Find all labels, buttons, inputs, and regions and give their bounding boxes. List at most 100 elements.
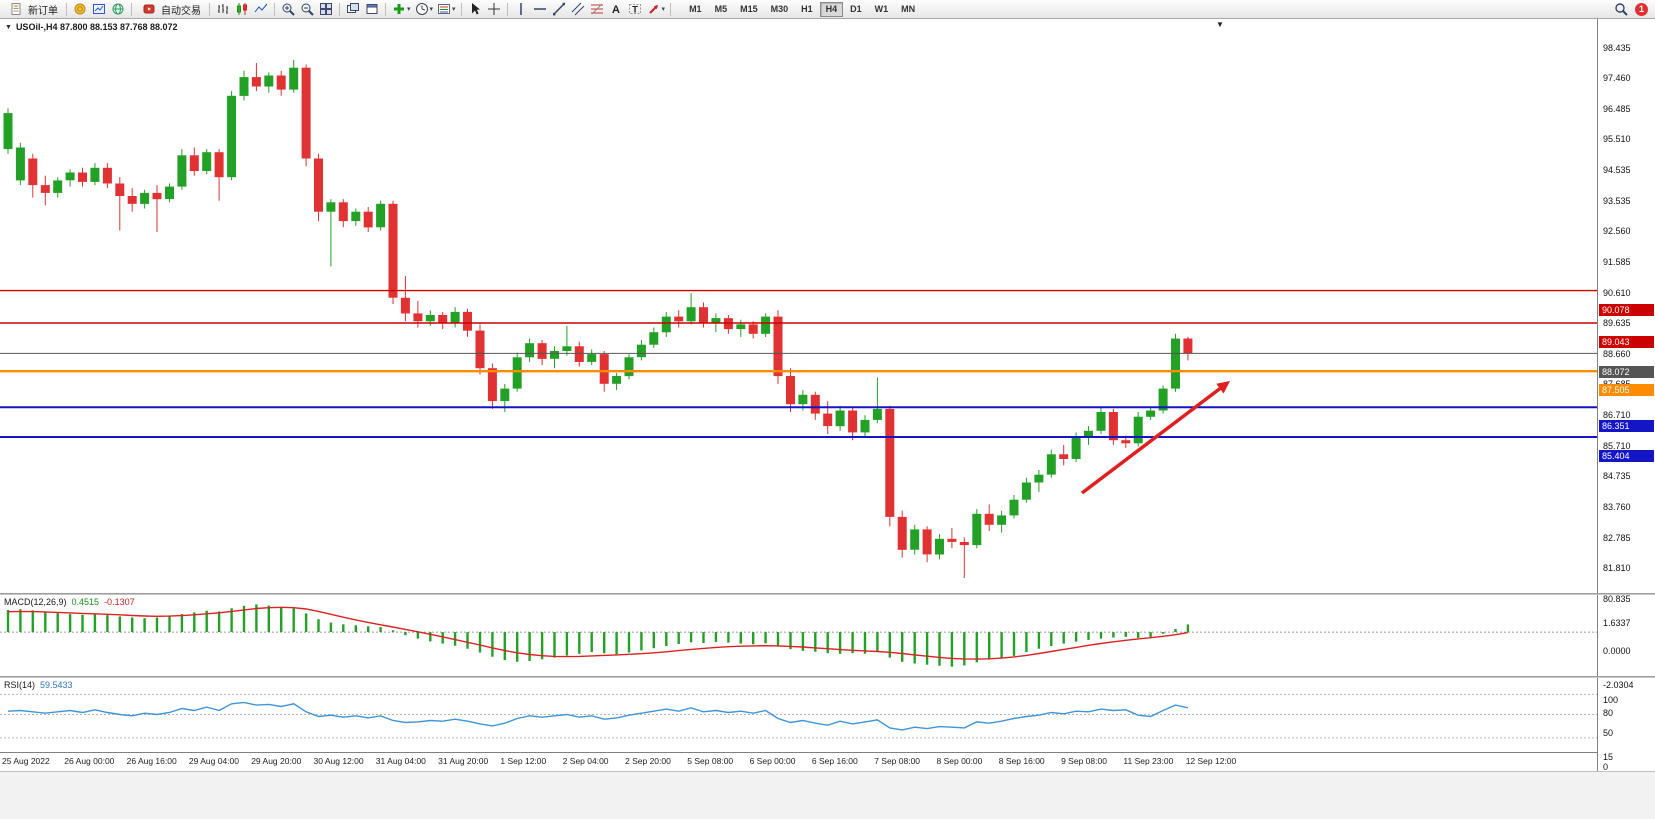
time-axis-label: 8 Sep 00:00 [936, 756, 983, 766]
time-axis-label: 9 Sep 08:00 [1061, 756, 1107, 766]
cascade-windows-icon[interactable] [363, 1, 381, 18]
time-axis-label: 29 Aug 04:00 [188, 756, 239, 766]
time-axis-label: 26 Aug 16:00 [126, 756, 177, 766]
timeframe-button-D1[interactable]: D1 [850, 3, 862, 14]
timeframe-button-M15[interactable]: M15 [740, 3, 758, 14]
time-axis-label: 31 Aug 20:00 [438, 756, 489, 766]
price-axis[interactable]: 98.435 97.460 96.485 95.510 94.535 93.535 92.5… [1597, 19, 1655, 772]
alerts-badge[interactable]: 1 [1635, 2, 1648, 16]
time-axis-label: 1 Sep 12:00 [500, 756, 547, 766]
price-axis-label: 85.710 [1603, 440, 1631, 451]
svg-text:T: T [632, 5, 638, 16]
channel-icon[interactable] [569, 1, 587, 18]
chart-canvas[interactable] [0, 19, 1597, 593]
main-chart-pane[interactable]: ▼ USOil-,H4 87.800 88.153 87.768 88.072 … [0, 19, 1597, 593]
bottom-filler [0, 771, 1655, 819]
bar-chart-icon[interactable] [214, 1, 232, 18]
timeframe-button-H4[interactable]: H4 [819, 1, 844, 17]
time-axis-label: 6 Sep 00:00 [749, 756, 796, 766]
pane-splitter[interactable] [0, 593, 1655, 595]
zoom-in-icon[interactable] [279, 1, 297, 18]
price-line-badge: 89.043 [1599, 336, 1654, 348]
crosshair-icon[interactable] [485, 1, 503, 18]
autotrade-button[interactable]: 自动交易 [136, 1, 205, 18]
templates-icon[interactable] [435, 1, 453, 18]
timeframe-button-M1[interactable]: M1 [689, 3, 702, 14]
web-icon[interactable] [109, 1, 127, 18]
price-axis-label: 86.710 [1603, 409, 1631, 420]
macd-label: MACD(12,26,9) 0.4515 -0.1307 [4, 597, 135, 607]
new-order-button[interactable]: 新订单 [3, 1, 62, 18]
new-order-icon [7, 1, 25, 18]
trendline-icon[interactable] [550, 1, 568, 18]
time-axis-label: 30 Aug 12:00 [313, 756, 364, 766]
rsi-pane[interactable]: RSI(14) 59.5433 [0, 678, 1597, 752]
price-axis-label: 95.510 [1603, 134, 1631, 145]
rsi-axis-label: 80 [1603, 707, 1614, 718]
new-order-label: 新订单 [28, 5, 58, 17]
rsi-label: RSI(14) 59.5433 [4, 680, 73, 690]
arrows-dropdown-icon[interactable]: ▾ [661, 6, 666, 13]
charts-icon[interactable] [90, 1, 108, 18]
rsi-axis-label: 15 [1603, 751, 1614, 762]
wallet-icon[interactable] [71, 1, 89, 18]
zoom-out-icon[interactable] [298, 1, 316, 18]
label-icon[interactable]: T [626, 1, 644, 18]
macd-canvas[interactable] [0, 595, 1597, 676]
time-axis-label: 8 Sep 16:00 [998, 756, 1045, 766]
time-axis-label: 2 Sep 20:00 [625, 756, 671, 766]
search-icon[interactable] [1612, 1, 1630, 18]
price-axis-label: 90.610 [1603, 287, 1631, 298]
text-icon[interactable]: A [607, 1, 625, 18]
price-line-badge: 87.505 [1599, 384, 1654, 397]
cursor-icon[interactable] [466, 1, 484, 18]
main-toolbar: 新订单 自动交易 ▾ ▾ ▾ [0, 0, 1655, 19]
periods-dropdown-icon[interactable]: ▾ [429, 6, 434, 13]
toolbar-separator [385, 2, 386, 16]
autotrade-label: 自动交易 [161, 5, 201, 17]
line-chart-icon[interactable] [252, 1, 270, 18]
price-axis-label: 88.660 [1603, 348, 1631, 359]
rsi-canvas[interactable] [0, 678, 1597, 752]
vertical-line-icon[interactable] [512, 1, 530, 18]
price-axis-label: 82.785 [1603, 532, 1631, 543]
chart-shift-marker[interactable]: ▼ [1216, 20, 1224, 29]
macd-value-main: 0.4515 [71, 597, 100, 607]
toolbar-separator [506, 2, 508, 16]
time-axis-label: 12 Sep 12:00 [1185, 756, 1237, 766]
arrange-windows-icon[interactable] [344, 1, 362, 18]
horizontal-line-icon[interactable] [531, 1, 549, 18]
timeframe-button-W1[interactable]: W1 [874, 3, 889, 14]
timeframe-button-M30[interactable]: M30 [770, 3, 789, 14]
candlestick-icon[interactable] [233, 1, 251, 18]
templates-dropdown-icon[interactable]: ▾ [452, 6, 456, 13]
macd-pane[interactable]: MACD(12,26,9) 0.4515 -0.1307 [0, 595, 1597, 676]
price-axis-label: 92.560 [1603, 226, 1631, 237]
rsi-value: 59.5433 [40, 680, 73, 690]
chart-marker-icon: ▼ [5, 23, 12, 31]
rsi-name: RSI(14) [4, 680, 36, 690]
price-line-badge: 86.351 [1599, 420, 1654, 433]
toolbar-separator [131, 2, 132, 16]
timeframe-button-H1[interactable]: H1 [801, 3, 813, 14]
indicators-dropdown-icon[interactable]: ▾ [407, 6, 411, 13]
pane-splitter[interactable] [0, 676, 1655, 678]
price-axis-label: 81.810 [1603, 563, 1631, 573]
price-axis-label: 83.760 [1603, 501, 1631, 512]
time-axis-label: 2 Sep 04:00 [562, 756, 609, 766]
fibonacci-icon[interactable] [588, 1, 606, 18]
price-line-badge: 85.404 [1599, 450, 1654, 462]
timeframe-button-MN[interactable]: MN [901, 3, 916, 14]
arrows-icon[interactable] [645, 1, 663, 18]
price-axis-label: 80.835 [1603, 593, 1631, 604]
time-axis-label: 11 Sep 23:00 [1123, 756, 1174, 766]
price-axis-label: 89.635 [1603, 318, 1631, 328]
periods-icon[interactable] [413, 1, 431, 18]
time-axis[interactable]: 25 Aug 2022 26 Aug 00:00 26 Aug 16:00 29 Au… [0, 752, 1597, 771]
toolbar-separator [460, 2, 462, 16]
toolbar-separator [209, 2, 210, 16]
indicators-add-icon[interactable] [390, 1, 408, 18]
tile-windows-icon[interactable] [317, 1, 335, 18]
timeframe-button-M5[interactable]: M5 [714, 3, 728, 14]
toolbar-separator [670, 2, 672, 16]
